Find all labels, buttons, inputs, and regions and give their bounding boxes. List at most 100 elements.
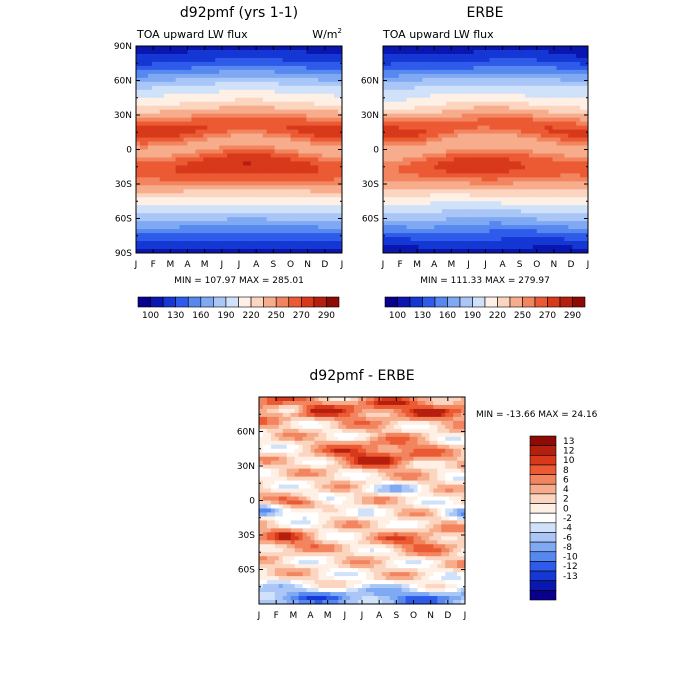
field-cell (143, 153, 149, 159)
field-cell (322, 109, 327, 115)
field-cell (422, 81, 427, 87)
field-cell (552, 181, 558, 186)
field-cell (254, 185, 260, 190)
field-cell (520, 105, 526, 111)
x-tick-label: F (151, 260, 156, 270)
field-cell (390, 129, 396, 135)
field-cell (446, 205, 451, 210)
field-cell (278, 249, 284, 253)
field-cell (282, 113, 288, 119)
field-cell (560, 177, 565, 182)
field-cell (489, 113, 494, 119)
field-cell (254, 161, 260, 167)
field-cell (326, 177, 331, 182)
field-cell (163, 89, 169, 95)
field-cell (270, 217, 276, 222)
field-cell (211, 81, 216, 87)
field-cell (338, 137, 342, 143)
field-cell (509, 173, 514, 178)
field-cell (286, 49, 292, 55)
field-cell (450, 93, 455, 99)
field-cell (219, 133, 224, 139)
field-cell (187, 185, 193, 190)
field-cell (318, 129, 323, 135)
field-cell (560, 129, 565, 135)
field-cell (536, 201, 542, 206)
field-cell (513, 161, 518, 167)
field-cell (386, 149, 392, 155)
field-cell (310, 161, 315, 167)
field-cell (457, 145, 463, 151)
field-cell (457, 157, 463, 163)
field-cell (398, 157, 404, 163)
field-cell (294, 205, 300, 210)
field-cell (266, 249, 272, 253)
field-cell (398, 77, 404, 83)
field-cell (560, 125, 565, 131)
field-cell (262, 141, 268, 147)
field-cell (446, 117, 451, 123)
field-cell (418, 97, 424, 103)
field-cell (457, 97, 463, 103)
field-cell (282, 177, 288, 182)
field-cell (572, 69, 577, 75)
field-cell (406, 141, 412, 147)
field-cell (171, 93, 177, 99)
field-cell (322, 237, 327, 242)
field-cell (457, 65, 463, 71)
field-cell (469, 97, 475, 103)
field-cell (278, 205, 284, 210)
field-cell (434, 149, 439, 155)
field-cell (179, 161, 185, 167)
field-cell (501, 121, 506, 127)
field-cell (239, 181, 244, 186)
field-cell (418, 81, 424, 87)
field-cell (139, 241, 145, 246)
field-cell (509, 197, 514, 202)
field-cell (314, 125, 319, 131)
field-cell (402, 185, 408, 190)
field-cell (290, 157, 296, 163)
field-cell (481, 129, 487, 135)
field-cell (294, 169, 300, 174)
field-cell (576, 193, 581, 198)
field-cell (453, 61, 459, 67)
field-cell (469, 157, 475, 163)
field-cell (282, 109, 288, 115)
field-cell (465, 73, 471, 79)
field-cell (580, 61, 585, 67)
field-cell (568, 73, 573, 79)
field-cell (171, 197, 177, 202)
field-cell (509, 209, 514, 214)
field-cell (544, 81, 550, 87)
field-cell (314, 149, 319, 155)
field-cell (465, 117, 471, 123)
field-cell (183, 169, 189, 174)
field-cell (290, 169, 296, 174)
field-cell (576, 189, 581, 194)
field-cell (246, 233, 252, 238)
field-cell (262, 93, 268, 99)
field-cell (568, 53, 573, 59)
field-cell (282, 181, 288, 186)
field-cell (430, 197, 435, 202)
field-cell (422, 141, 427, 147)
field-cell (175, 213, 181, 218)
field-cell (286, 105, 292, 111)
field-cell (306, 85, 311, 91)
field-cell (564, 69, 569, 75)
field-cell (386, 165, 392, 170)
field-cell (509, 117, 514, 123)
field-cell (310, 125, 315, 131)
field-cell (453, 201, 459, 206)
field-cell (418, 209, 424, 214)
field-cell (211, 113, 216, 119)
field-cell (383, 165, 388, 170)
field-cell (426, 177, 431, 182)
field-cell (402, 61, 408, 67)
field-cell (410, 61, 416, 67)
field-cell (584, 117, 588, 123)
field-cell (250, 241, 256, 246)
field-cell (187, 69, 193, 75)
field-cell (207, 181, 212, 186)
